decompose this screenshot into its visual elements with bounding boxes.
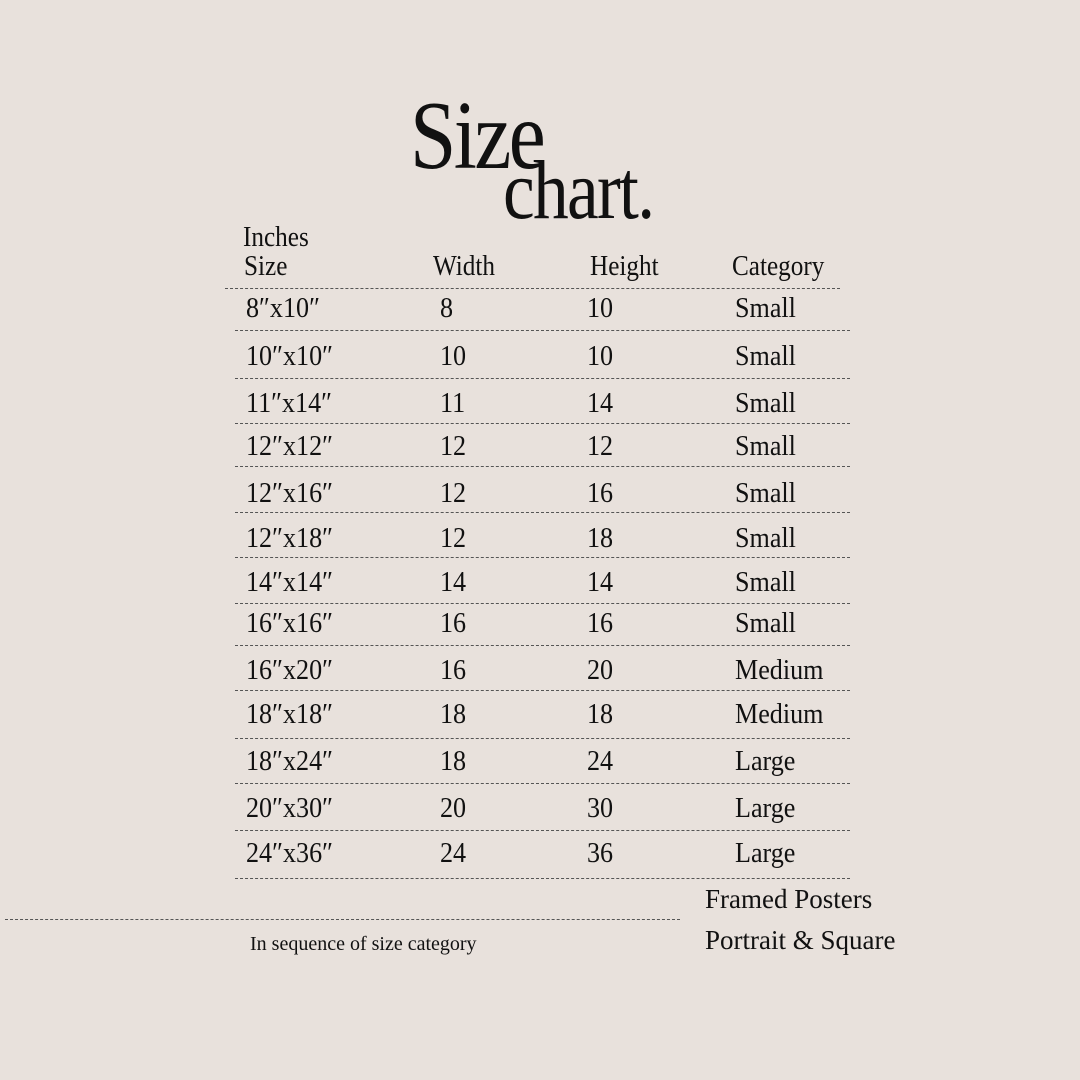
cell-width: 18 (440, 698, 467, 730)
header-divider (225, 288, 840, 289)
cell-category: Small (735, 387, 796, 419)
cell-height: 20 (587, 654, 614, 686)
cell-size: 10″x10″ (246, 340, 334, 372)
header-height: Height (590, 251, 659, 282)
row-divider (235, 378, 850, 379)
cell-height: 18 (587, 522, 614, 554)
row-divider (235, 557, 850, 558)
cell-width: 10 (440, 340, 467, 372)
header-width: Width (433, 251, 495, 282)
cell-category: Small (735, 340, 796, 372)
cell-size: 12″x16″ (246, 477, 334, 509)
row-divider (235, 690, 850, 691)
cell-height: 36 (587, 837, 614, 869)
cell-width: 16 (440, 654, 467, 686)
cell-category: Large (735, 745, 796, 777)
cell-category: Small (735, 566, 796, 598)
cell-size: 20″x30″ (246, 792, 334, 824)
title-size: Size (410, 82, 546, 190)
product-line-1: Framed Posters (705, 884, 873, 914)
cell-width: 20 (440, 792, 467, 824)
cell-width: 12 (440, 522, 467, 554)
cell-size: 14″x14″ (246, 566, 334, 598)
cell-height: 16 (587, 477, 614, 509)
cell-category: Small (735, 292, 796, 324)
cell-height: 24 (587, 745, 614, 777)
cell-width: 18 (440, 745, 467, 777)
cell-category: Small (735, 430, 796, 462)
cell-width: 12 (440, 477, 467, 509)
footer-note: In sequence of size category (250, 933, 477, 955)
cell-width: 24 (440, 837, 467, 869)
unit-label: Inches (243, 222, 309, 253)
cell-category: Medium (735, 654, 824, 686)
cell-width: 8 (440, 292, 454, 324)
cell-size: 12″x12″ (246, 430, 334, 462)
cell-size: 18″x24″ (246, 745, 334, 777)
cell-category: Small (735, 607, 796, 639)
cell-category: Medium (735, 698, 824, 730)
cell-category: Small (735, 477, 796, 509)
cell-width: 16 (440, 607, 467, 639)
cell-height: 18 (587, 698, 614, 730)
cell-height: 10 (587, 340, 614, 372)
cell-category: Small (735, 522, 796, 554)
cell-size: 12″x18″ (246, 522, 334, 554)
cell-height: 30 (587, 792, 614, 824)
cell-size: 8″x10″ (246, 292, 320, 324)
cell-category: Large (735, 837, 796, 869)
cell-size: 18″x18″ (246, 698, 334, 730)
cell-height: 12 (587, 430, 614, 462)
cell-height: 10 (587, 292, 614, 324)
header-size: Size (244, 251, 288, 282)
cell-category: Large (735, 792, 796, 824)
row-divider (235, 330, 850, 331)
header-category: Category (732, 251, 825, 282)
row-divider (235, 466, 850, 467)
cell-size: 16″x20″ (246, 654, 334, 686)
row-divider (235, 738, 850, 739)
cell-size: 24″x36″ (246, 837, 334, 869)
cell-width: 11 (440, 387, 466, 419)
row-divider (235, 878, 850, 879)
row-divider (235, 645, 850, 646)
row-divider (235, 783, 850, 784)
footer-divider (5, 919, 680, 920)
cell-size: 16″x16″ (246, 607, 334, 639)
title-chart: chart. (503, 144, 655, 237)
cell-width: 14 (440, 566, 467, 598)
cell-width: 12 (440, 430, 467, 462)
row-divider (235, 603, 850, 604)
cell-height: 16 (587, 607, 614, 639)
cell-height: 14 (587, 387, 614, 419)
product-line-2: Portrait & Square (705, 925, 896, 955)
cell-height: 14 (587, 566, 614, 598)
row-divider (235, 830, 850, 831)
row-divider (235, 423, 850, 424)
cell-size: 11″x14″ (246, 387, 333, 419)
row-divider (235, 512, 850, 513)
